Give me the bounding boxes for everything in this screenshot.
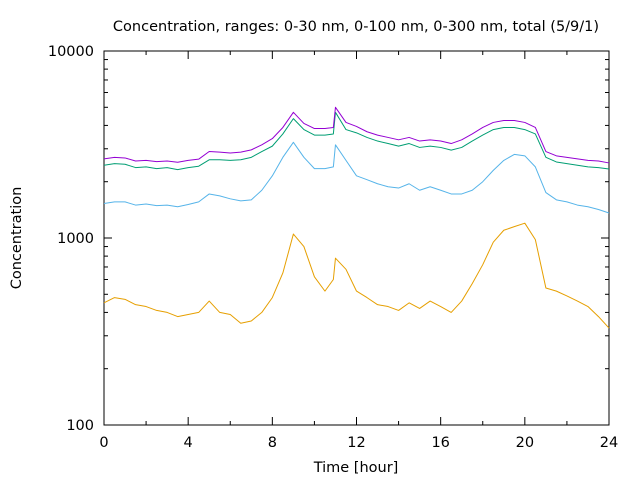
plot-frame [103, 50, 610, 426]
y-tick-label: 1000 [57, 231, 94, 247]
x-tick-label: 16 [431, 435, 449, 451]
series-line-2 [103, 141, 610, 214]
series-line-1 [103, 222, 610, 329]
y-tick-label: 100 [66, 418, 94, 434]
x-tick-label: 12 [347, 435, 365, 451]
series-line-3 [103, 111, 610, 171]
y-tick-label: 10000 [48, 44, 94, 60]
x-tick-label: 20 [516, 435, 534, 451]
series-line-4 [103, 106, 610, 164]
x-tick-label: 8 [268, 435, 277, 451]
x-tick-label: 24 [600, 435, 618, 451]
x-axis-label: Time [hour] [313, 460, 399, 476]
x-tick-label: 4 [184, 435, 193, 451]
chart-title: Concentration, ranges: 0-30 nm, 0-100 nm… [113, 19, 599, 35]
y-axis-label: Concentration [9, 187, 25, 290]
x-tick-label: 0 [99, 435, 108, 451]
series-group [103, 106, 610, 329]
axis-ticks: 0 4 8 12 16 20 24 100 1000 10000 [48, 44, 618, 451]
